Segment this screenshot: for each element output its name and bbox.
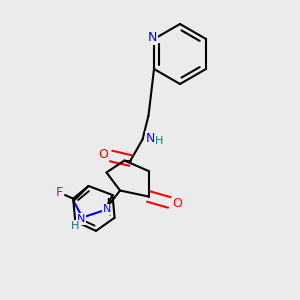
Text: H: H: [155, 136, 163, 146]
Text: N: N: [77, 214, 85, 224]
Text: O: O: [99, 148, 108, 161]
Text: N: N: [148, 31, 157, 44]
Text: H: H: [71, 221, 79, 231]
Text: N: N: [103, 204, 111, 214]
Text: F: F: [56, 186, 63, 199]
Text: N: N: [145, 131, 155, 145]
Text: O: O: [172, 197, 182, 210]
